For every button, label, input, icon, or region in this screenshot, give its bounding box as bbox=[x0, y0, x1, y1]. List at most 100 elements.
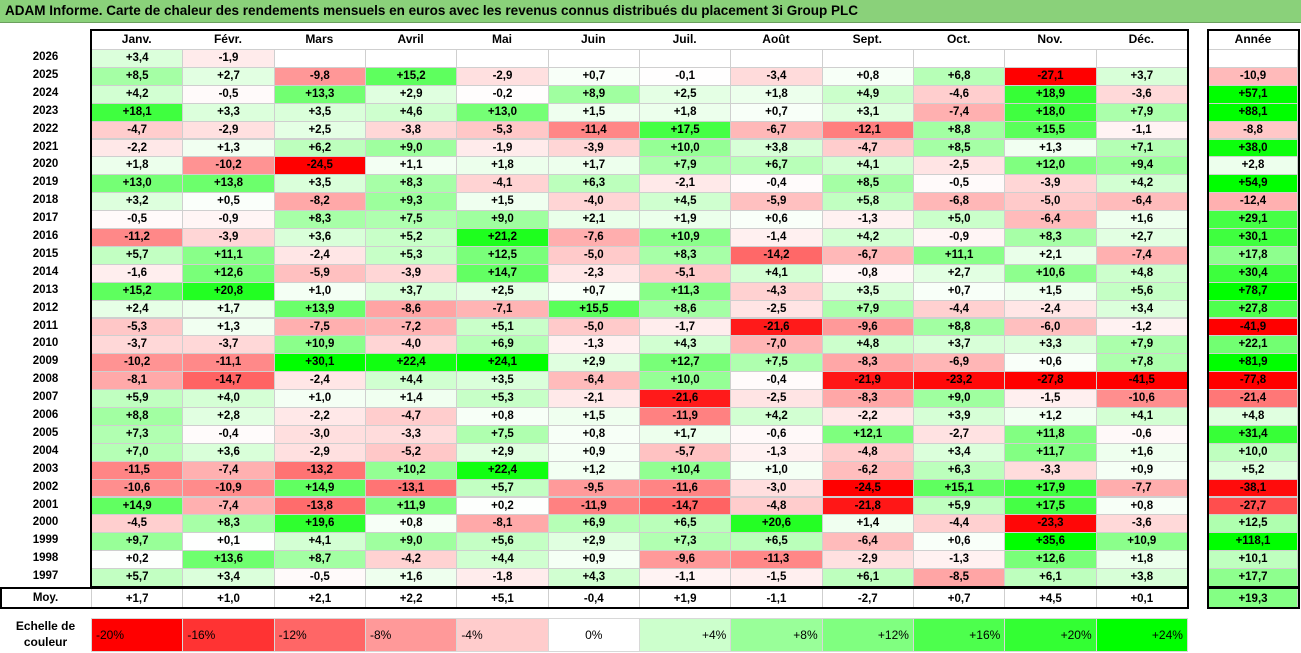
heatmap-cell: -7,5 bbox=[273, 317, 366, 337]
heatmap-cell: +8,6 bbox=[638, 299, 732, 319]
chart-title: ADAM Informe. Carte de chaleur des rende… bbox=[5, 3, 858, 18]
heatmap-cell: +1,6 bbox=[1095, 210, 1188, 229]
row-year-label: 2013 bbox=[0, 281, 91, 300]
heatmap-cell: -7,7 bbox=[1095, 478, 1188, 498]
heatmap-cell: +11,1 bbox=[182, 245, 275, 265]
heatmap-cell: +5,9 bbox=[91, 389, 184, 408]
average-cell: -0,4 bbox=[547, 588, 640, 608]
row-year-label: 2014 bbox=[0, 263, 91, 282]
heatmap-cell: +19,6 bbox=[273, 514, 366, 534]
heatmap-cell: -6,7 bbox=[730, 120, 823, 140]
heatmap-cell: -11,2 bbox=[91, 228, 184, 247]
annual-cell: +30,4 bbox=[1208, 263, 1298, 283]
heatmap-cell: -5,0 bbox=[547, 317, 640, 337]
heatmap-cell: +2,1 bbox=[547, 210, 640, 229]
heatmap-cell: -21,6 bbox=[730, 317, 823, 337]
month-header: Avril bbox=[364, 29, 457, 49]
color-scale-step: +12% bbox=[821, 618, 914, 652]
heatmap-cell: +11,1 bbox=[912, 245, 1006, 265]
heatmap-cell: +20,8 bbox=[182, 281, 275, 301]
row-year-label: 2001 bbox=[0, 496, 91, 515]
heatmap-cell: +7,3 bbox=[91, 424, 184, 444]
heatmap-cell: +0,6 bbox=[912, 532, 1006, 552]
heatmap-cell: -9,8 bbox=[273, 66, 366, 86]
heatmap-cell: +21,2 bbox=[456, 228, 549, 247]
heatmap-cell: +12,1 bbox=[821, 424, 914, 444]
heatmap-cell: -7,4 bbox=[912, 102, 1006, 122]
average-cell: +0,1 bbox=[1095, 588, 1188, 608]
heatmap-cell: +14,7 bbox=[456, 263, 549, 283]
heatmap-cell: -1,2 bbox=[1095, 317, 1188, 337]
heatmap-cell: +3,8 bbox=[730, 138, 823, 158]
annual-cell: -38,1 bbox=[1208, 478, 1298, 498]
heatmap-cell: -13,8 bbox=[273, 496, 366, 516]
month-header: Juil. bbox=[638, 29, 731, 49]
heatmap-cell: +15,2 bbox=[91, 281, 184, 301]
average-cell: +2,2 bbox=[364, 588, 458, 608]
heatmap-cell: +1,7 bbox=[547, 156, 640, 176]
average-cell: +1,9 bbox=[638, 588, 732, 608]
color-scale-label-line1: Echelle de bbox=[15, 619, 76, 633]
heatmap-cell: -4,8 bbox=[821, 442, 914, 462]
heatmap-cell: +5,9 bbox=[912, 496, 1006, 516]
color-scale-step: -20% bbox=[91, 618, 184, 652]
heatmap-cell: -2,4 bbox=[273, 371, 366, 391]
annual-cell bbox=[1208, 49, 1298, 68]
heatmap-cell: -1,9 bbox=[456, 138, 549, 158]
heatmap-cell: +0,7 bbox=[547, 66, 640, 86]
row-year-label: 2023 bbox=[0, 102, 91, 121]
heatmap-cell bbox=[912, 49, 1006, 68]
heatmap-cell: +10,9 bbox=[273, 335, 366, 355]
heatmap-cell: -3,4 bbox=[730, 66, 823, 86]
heatmap-cell: -8,5 bbox=[912, 568, 1006, 587]
heatmap-cell: +0,2 bbox=[456, 496, 549, 516]
heatmap-cell: +7,9 bbox=[638, 156, 732, 176]
heatmap-cell: -5,0 bbox=[1004, 192, 1097, 212]
heatmap-cell: +0,7 bbox=[912, 281, 1006, 301]
heatmap-cell: +8,7 bbox=[273, 550, 366, 570]
heatmap-cell: -1,3 bbox=[730, 442, 823, 462]
heatmap-cell: -7,2 bbox=[364, 317, 458, 337]
average-cell: +1,7 bbox=[91, 588, 184, 608]
heatmap-cell: +17,5 bbox=[638, 120, 732, 140]
average-cell: +4,5 bbox=[1004, 588, 1097, 608]
color-scale-step: +16% bbox=[912, 618, 1006, 652]
heatmap-cell: +24,1 bbox=[456, 353, 549, 373]
heatmap-cell: +2,7 bbox=[182, 66, 275, 86]
heatmap-cell: -7,4 bbox=[182, 460, 275, 480]
heatmap-cell: +3,3 bbox=[1004, 335, 1097, 355]
heatmap-cell bbox=[273, 49, 366, 68]
heatmap-cell: +0,6 bbox=[1004, 353, 1097, 373]
heatmap-cell: +4,3 bbox=[547, 568, 640, 587]
heatmap-cell: -3,7 bbox=[182, 335, 275, 355]
heatmap-cell: +1,2 bbox=[547, 460, 640, 480]
heatmap-cell: -5,9 bbox=[273, 263, 366, 283]
heatmap-cell: -4,7 bbox=[821, 138, 914, 158]
heatmap-cell: -1,1 bbox=[1095, 120, 1188, 140]
row-year-label: 2019 bbox=[0, 174, 91, 193]
heatmap-cell bbox=[547, 49, 640, 68]
heatmap-cell: +4,0 bbox=[182, 389, 275, 408]
heatmap-cell: -9,5 bbox=[547, 478, 640, 498]
annual-cell: -12,4 bbox=[1208, 192, 1298, 212]
heatmap-cell: -6,4 bbox=[1095, 192, 1188, 212]
row-year-label: 1999 bbox=[0, 532, 91, 551]
heatmap-cell bbox=[638, 49, 732, 68]
heatmap-cell: +2,5 bbox=[638, 84, 732, 104]
heatmap-cell: -41,5 bbox=[1095, 371, 1188, 391]
heatmap-cell: +1,2 bbox=[1004, 407, 1097, 426]
heatmap-cell: +4,8 bbox=[1095, 263, 1188, 283]
heatmap-cell: +9,4 bbox=[1095, 156, 1188, 176]
heatmap-cell: -10,6 bbox=[1095, 389, 1188, 408]
heatmap-cell: -2,1 bbox=[547, 389, 640, 408]
heatmap-cell: +10,2 bbox=[364, 460, 458, 480]
heatmap-cell: -14,7 bbox=[182, 371, 275, 391]
annual-cell: -21,4 bbox=[1208, 389, 1298, 408]
annual-cell: +2,8 bbox=[1208, 156, 1298, 176]
heatmap-cell: +9,0 bbox=[912, 389, 1006, 408]
heatmap-cell: +5,3 bbox=[364, 245, 458, 265]
heatmap-cell: +8,3 bbox=[364, 174, 458, 194]
heatmap-cell: -8,2 bbox=[273, 192, 366, 212]
heatmap-cell: -23,3 bbox=[1004, 514, 1097, 534]
heatmap-cell: +10,0 bbox=[638, 138, 732, 158]
